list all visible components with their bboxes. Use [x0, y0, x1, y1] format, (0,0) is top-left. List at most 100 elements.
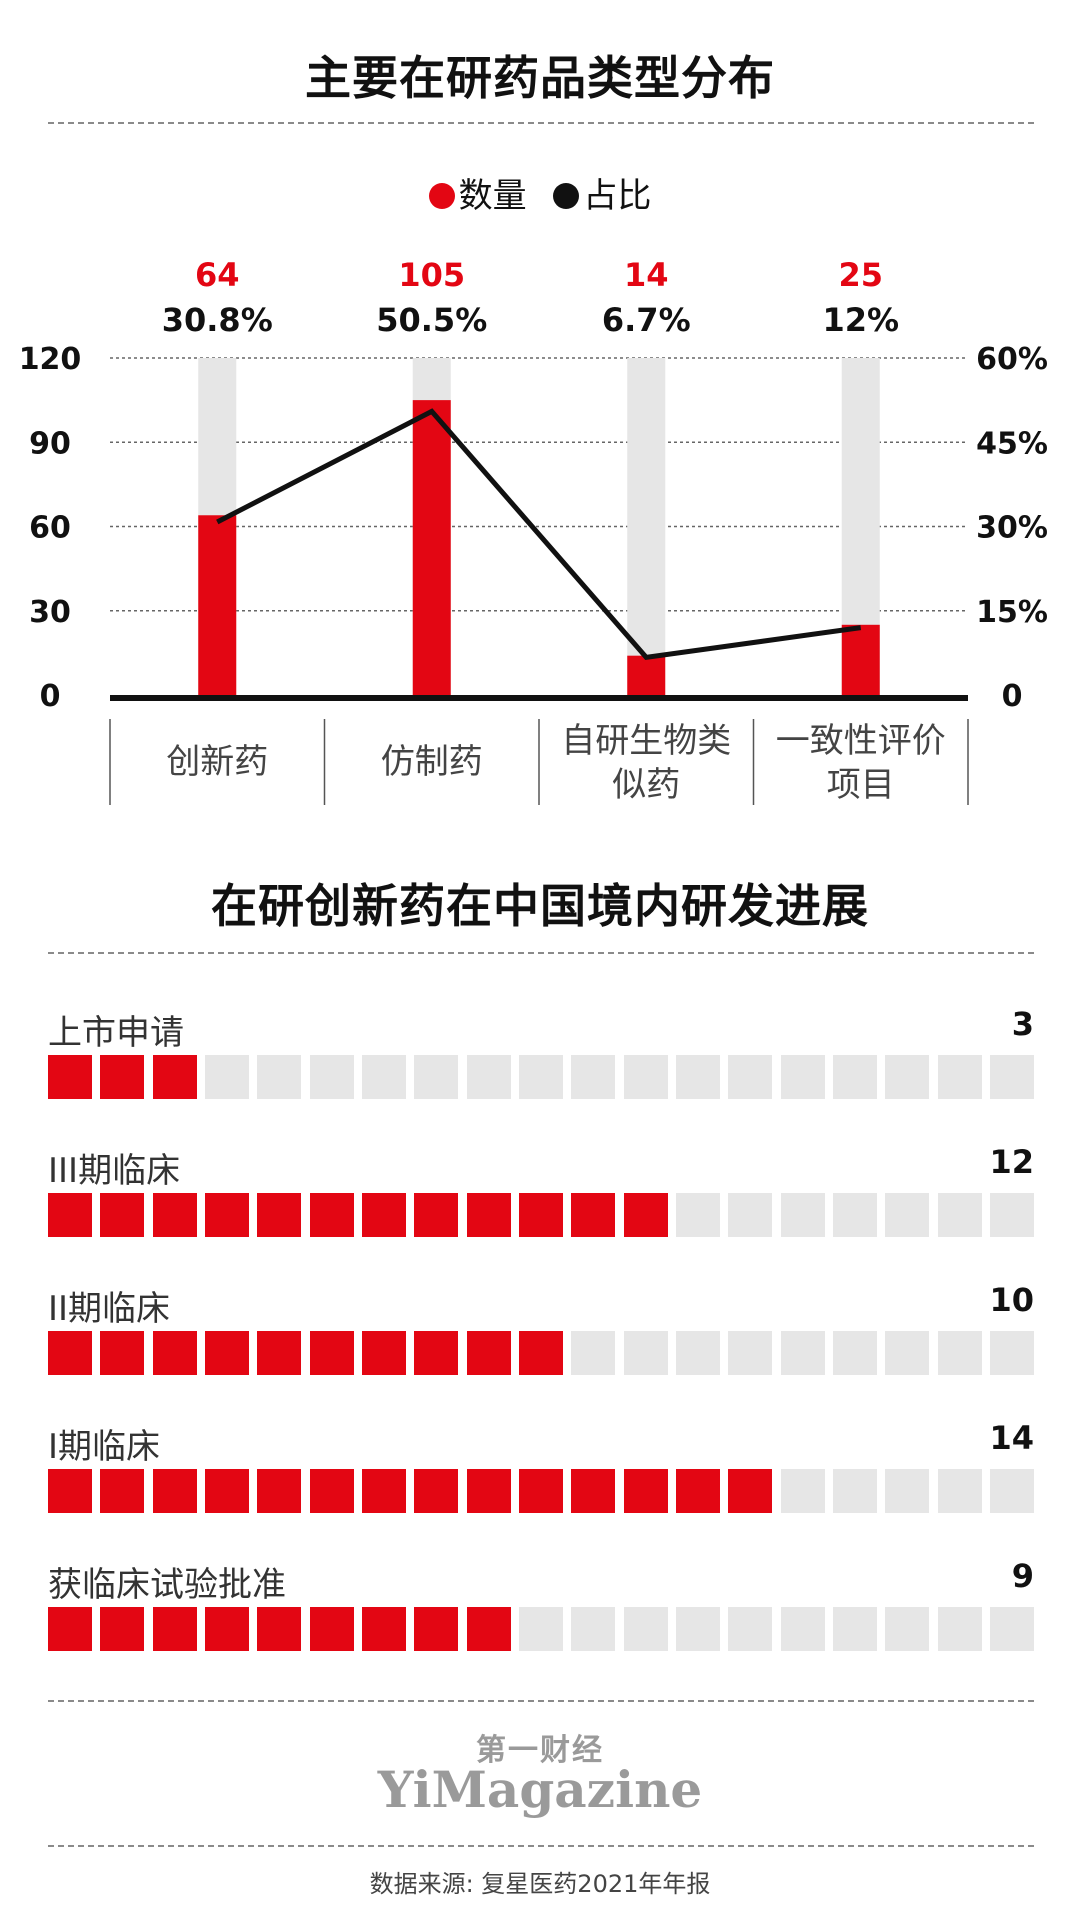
progress-square-empty: [310, 1055, 354, 1099]
progress-square-filled: [467, 1331, 511, 1375]
progress-square-filled: [153, 1055, 197, 1099]
chart-title-distribution: 主要在研药品类型分布: [305, 51, 775, 105]
ratio-value-label: 6.7%: [602, 301, 691, 339]
y-left-tick-label: 0: [40, 679, 61, 714]
bar: [841, 624, 880, 695]
legend-label-ratio: 占比: [583, 176, 652, 216]
progress-square-filled: [153, 1607, 197, 1651]
ratio-value-label: 30.8%: [162, 301, 273, 339]
progress-square-filled: [362, 1331, 406, 1375]
progress-square-filled: [48, 1607, 92, 1651]
bar-track: [627, 358, 666, 695]
progress-square-empty: [728, 1607, 772, 1651]
y-right-tick-label: 15%: [976, 595, 1048, 630]
chart-title-progress: 在研创新药在中国境内研发进展: [211, 879, 869, 933]
progress-square-filled: [310, 1331, 354, 1375]
legend: 数量 占比: [0, 168, 1080, 217]
category-label: 自研生物类: [561, 721, 731, 761]
source-note: 数据来源: 复星医药2021年年报: [369, 1870, 711, 1898]
progress-row-count: 3: [1011, 1005, 1034, 1043]
y-left-tick-label: 60: [29, 511, 71, 546]
progress-row: 获临床试验批准 9: [48, 1557, 1034, 1657]
progress-square-empty: [938, 1055, 982, 1099]
progress-square-empty: [938, 1331, 982, 1375]
bar: [198, 515, 237, 695]
y-right-tick-label: 60%: [976, 342, 1048, 377]
legend-dot-black-icon: [553, 183, 580, 209]
progress-square-filled: [153, 1469, 197, 1513]
progress-square-filled: [205, 1193, 249, 1237]
bar-value-label: 25: [838, 256, 883, 294]
progress-square-empty: [833, 1055, 877, 1099]
progress-square-filled: [100, 1469, 144, 1513]
progress-square-empty: [205, 1055, 249, 1099]
progress-square-filled: [467, 1469, 511, 1513]
progress-square-empty: [728, 1055, 772, 1099]
legend-item-count: 数量: [428, 176, 527, 216]
progress-squares: [48, 1607, 1034, 1651]
progress-square-filled: [362, 1193, 406, 1237]
y-right-tick-label: 30%: [976, 511, 1048, 546]
progress-square-empty: [414, 1055, 458, 1099]
legend-label-count: 数量: [458, 176, 527, 216]
progress-square-filled: [205, 1331, 249, 1375]
progress-row-count: 14: [989, 1419, 1034, 1457]
divider-progress: [48, 952, 1034, 954]
progress-square-empty: [571, 1607, 615, 1651]
progress-row-count: 12: [989, 1143, 1034, 1181]
progress-square-filled: [519, 1469, 563, 1513]
brand-logo-en: YiMagazine: [377, 1760, 703, 1819]
progress-square-filled: [48, 1469, 92, 1513]
progress-square-filled: [205, 1469, 249, 1513]
progress-square-empty: [519, 1607, 563, 1651]
progress-square-filled: [100, 1331, 144, 1375]
progress-square-empty: [257, 1055, 301, 1099]
progress-square-empty: [571, 1055, 615, 1099]
progress-row: I期临床 14: [48, 1419, 1034, 1519]
progress-square-empty: [728, 1193, 772, 1237]
progress-square-empty: [938, 1469, 982, 1513]
progress-square-empty: [990, 1055, 1034, 1099]
progress-square-empty: [885, 1331, 929, 1375]
progress-square-empty: [781, 1193, 825, 1237]
progress-square-empty: [781, 1055, 825, 1099]
progress-square-empty: [781, 1607, 825, 1651]
progress-row-count: 10: [989, 1281, 1034, 1319]
combo-chart: 0 0 30 15% 60 30% 90 45% 120 60% 64 30.8% 105 50.5% 14…: [19, 256, 1048, 805]
bar-value-label: 14: [624, 256, 669, 294]
progress-square-filled: [310, 1193, 354, 1237]
progress-square-filled: [257, 1193, 301, 1237]
progress-square-filled: [676, 1469, 720, 1513]
progress-square-filled: [205, 1607, 249, 1651]
progress-square-empty: [990, 1193, 1034, 1237]
progress-square-filled: [414, 1607, 458, 1651]
progress-square-empty: [885, 1193, 929, 1237]
progress-square-empty: [990, 1607, 1034, 1651]
progress-square-empty: [833, 1331, 877, 1375]
progress-square-empty: [624, 1331, 668, 1375]
y-left-tick-label: 90: [29, 426, 71, 461]
progress-square-filled: [467, 1607, 511, 1651]
progress-row-count: 9: [1011, 1557, 1034, 1595]
progress-square-empty: [781, 1469, 825, 1513]
progress-squares: [48, 1193, 1034, 1237]
progress-square-empty: [885, 1607, 929, 1651]
progress-row-label: III期临床: [48, 1151, 181, 1191]
progress-square-empty: [676, 1055, 720, 1099]
bar-value-label: 105: [398, 256, 465, 294]
progress-square-filled: [414, 1469, 458, 1513]
progress-square-filled: [624, 1469, 668, 1513]
category-label: 一致性评价: [776, 721, 946, 761]
divider-top: [48, 122, 1034, 124]
category-label: 项目: [827, 765, 895, 805]
progress-square-filled: [310, 1469, 354, 1513]
category-label: 创新药: [166, 742, 268, 782]
progress-square-filled: [48, 1193, 92, 1237]
progress-square-filled: [257, 1607, 301, 1651]
progress-square-empty: [990, 1469, 1034, 1513]
y-right-tick-label: 0: [1002, 679, 1023, 714]
progress-square-empty: [676, 1331, 720, 1375]
progress-square-filled: [257, 1331, 301, 1375]
progress-square-empty: [624, 1607, 668, 1651]
progress-square-filled: [153, 1193, 197, 1237]
